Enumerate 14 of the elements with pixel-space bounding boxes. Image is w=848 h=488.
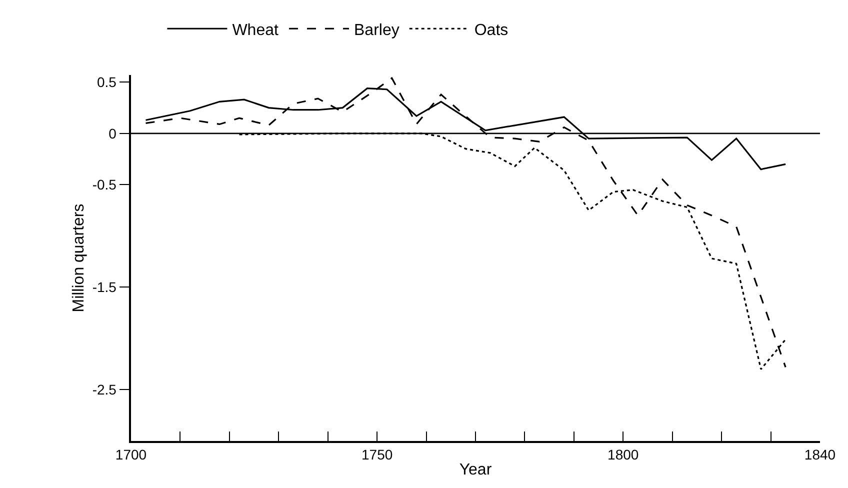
y-tick-label: 0.5	[96, 74, 117, 90]
y-tick-label: -0.5	[92, 176, 117, 193]
x-tick-label: 1700	[115, 446, 147, 463]
x-tick-label: 1840	[804, 446, 836, 463]
legend-label: Oats	[474, 22, 508, 39]
legend-label: Barley	[354, 22, 400, 39]
y-tick-label: 0	[108, 125, 117, 142]
x-tick-label: 1750	[361, 446, 393, 463]
x-tick-label: 1800	[608, 446, 639, 463]
y-tick-label: -1.5	[92, 279, 117, 296]
y-axis-title: Million quarters	[70, 204, 88, 312]
x-axis-title: Year	[459, 462, 492, 479]
legend-label: Wheat	[232, 22, 279, 39]
y-tick-label: -2.5	[92, 382, 117, 398]
